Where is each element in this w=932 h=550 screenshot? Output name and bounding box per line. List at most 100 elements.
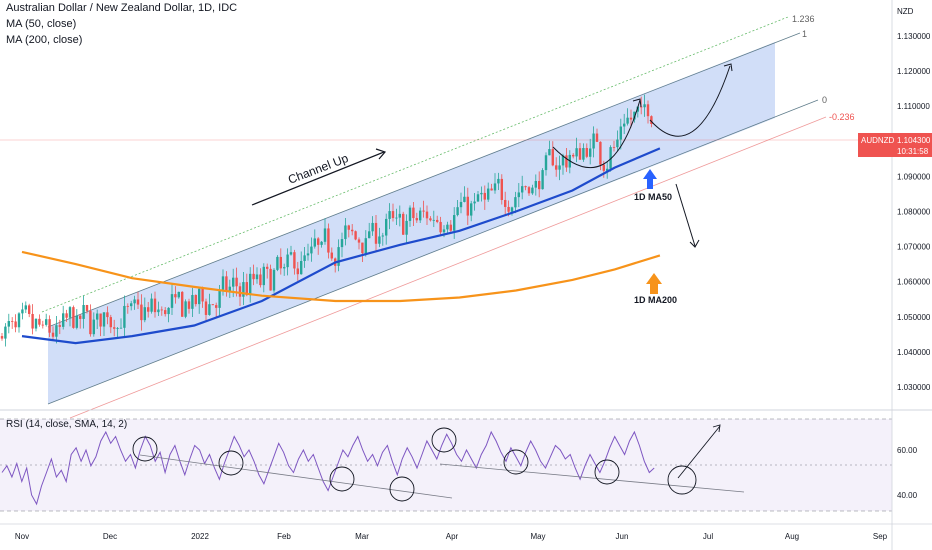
candle-body	[538, 181, 541, 190]
candle-body	[429, 218, 432, 221]
candle-body	[317, 238, 320, 245]
candle-body	[439, 221, 442, 233]
candle-body	[293, 252, 296, 269]
candle-body	[306, 253, 310, 256]
candle-body	[14, 321, 17, 328]
candle-body	[500, 178, 503, 200]
rsi-circle-4	[389, 476, 415, 502]
price-tick-label: 1.090000	[897, 172, 931, 181]
chart-title: Australian Dollar / New Zealand Dollar, …	[6, 2, 238, 14]
rsi-circle-5	[431, 427, 457, 453]
candle-body	[575, 148, 578, 157]
candle-body	[602, 164, 605, 171]
ma200-note: 1D MA200	[634, 295, 677, 305]
candle-body	[245, 282, 248, 296]
candle-body	[11, 321, 14, 322]
candle-body	[585, 148, 588, 157]
candle-body	[527, 187, 531, 194]
candle-body	[351, 229, 354, 232]
price-tick-label: 1.060000	[897, 278, 931, 287]
candle-body	[235, 277, 238, 287]
rsi-projection-arrowhead	[712, 424, 721, 433]
candle-body	[4, 326, 7, 339]
candle-body	[578, 148, 582, 160]
candle-body	[463, 196, 466, 202]
candle-body	[106, 312, 109, 318]
candle-body	[388, 211, 391, 219]
candle-body	[296, 268, 299, 275]
candle-body	[364, 238, 367, 254]
price-tick-label: 1.050000	[897, 313, 931, 322]
candle-body	[354, 231, 357, 240]
candle-body	[116, 328, 119, 329]
candle-body	[504, 199, 507, 207]
candle-body	[242, 282, 245, 297]
candle-body	[476, 194, 480, 202]
price-tick-label: 1.130000	[897, 32, 931, 41]
time-tick-label: Aug	[785, 532, 799, 541]
candle-body	[249, 273, 252, 296]
rsi-circle-2	[218, 450, 244, 476]
candle-body	[269, 268, 272, 291]
price-tick-label: 1.030000	[897, 383, 931, 392]
rsi-tick-label: 40.00	[897, 491, 918, 500]
channel-up-area	[48, 42, 775, 404]
candle-body	[330, 252, 333, 259]
candle-body	[337, 247, 340, 266]
candle-body	[164, 310, 167, 315]
rsi-trendline-2	[439, 463, 745, 493]
candle-body	[412, 207, 415, 219]
candle-body	[102, 312, 106, 327]
ma-lines-group	[21, 147, 661, 345]
cup-arrowhead	[632, 98, 642, 108]
candle-body	[480, 192, 483, 195]
candle-body	[327, 228, 330, 253]
candle-body	[612, 147, 616, 148]
candle-body	[599, 141, 602, 165]
candle-body	[361, 242, 364, 254]
candle-body	[487, 188, 490, 200]
price-tag-price: 1.104300	[897, 136, 931, 145]
candle-body	[606, 168, 609, 171]
candle-body	[79, 315, 82, 319]
candle-body	[490, 188, 493, 191]
candle-body	[167, 307, 170, 315]
candle-body	[633, 111, 636, 120]
rsi-circle-3	[329, 466, 355, 492]
candle-body	[160, 309, 163, 311]
fib-line-neg	[69, 116, 827, 419]
candle-body	[544, 155, 548, 171]
candle-body	[398, 213, 401, 218]
price-axis: 1.1300001.1200001.1100001.1000001.090000…	[897, 32, 931, 392]
candle-body	[640, 106, 643, 108]
rsi-circle-7	[594, 459, 620, 485]
rsi-projection-arrow	[677, 425, 721, 479]
candle-body	[232, 277, 235, 287]
price-tick-label: 1.080000	[897, 208, 931, 217]
candle-body	[391, 211, 395, 219]
candle-body	[126, 305, 129, 307]
fib-line-1	[47, 32, 801, 328]
candle-body	[38, 318, 41, 325]
candle-body	[313, 238, 316, 247]
candle-body	[470, 203, 473, 216]
candle-body	[177, 291, 180, 298]
candle-body	[453, 215, 456, 231]
candle-body	[130, 303, 133, 307]
candle-body	[252, 273, 255, 280]
candle-body	[551, 149, 554, 166]
candle-body	[385, 218, 388, 236]
candle-body	[208, 304, 211, 315]
candle-body	[507, 206, 510, 212]
candle-body	[368, 231, 371, 239]
candle-body	[65, 313, 68, 318]
candle-body	[425, 211, 429, 219]
candle-body	[75, 315, 78, 328]
candle-body	[85, 305, 89, 311]
candle-body	[7, 321, 10, 327]
candle-body	[225, 276, 228, 292]
candle-body	[289, 252, 293, 255]
candle-body	[194, 295, 197, 305]
candle-body	[170, 294, 174, 308]
